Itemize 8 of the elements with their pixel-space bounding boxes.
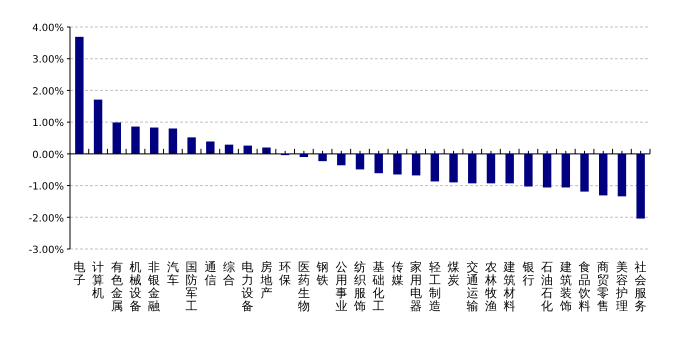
y-tick-label: 2.00% [32,86,64,98]
y-tick-label: 4.00% [32,23,64,34]
y-tick-label: 1.00% [32,118,64,130]
y-tick-label: 0.00% [32,150,64,161]
y-tick-label: 3.00% [32,54,64,66]
y-tick-label: -2.00% [28,213,64,224]
y-tick-label: -3.00% [28,245,64,256]
y-tick-label: -1.00% [28,182,64,193]
